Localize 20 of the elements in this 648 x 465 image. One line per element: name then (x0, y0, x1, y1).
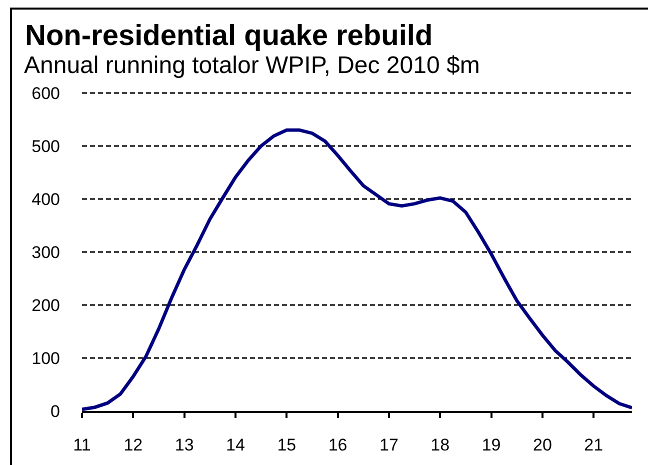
y-tick-label: 600 (32, 84, 60, 103)
y-tick-label: 500 (32, 136, 60, 156)
x-tick-label: 16 (328, 435, 348, 454)
y-tick-label: 400 (32, 190, 60, 209)
chart-title: Non-residential quake rebuild (25, 20, 433, 52)
x-tick-label: 21 (584, 435, 604, 454)
x-tick-label: 13 (174, 435, 194, 454)
x-tick-label: 18 (430, 435, 450, 454)
chart-subtitle: Annual running totalor WPIP, Dec 2010 $m (24, 52, 480, 79)
x-tick-label: 11 (73, 435, 91, 454)
y-tick-label: 300 (32, 242, 60, 262)
y-tick-label: 100 (32, 348, 60, 368)
x-tick-label: 20 (533, 435, 552, 454)
x-tick-label: 12 (124, 435, 143, 454)
x-tick-label: 15 (277, 435, 296, 454)
y-tick-label: 200 (32, 296, 60, 315)
x-tick-label: 17 (380, 435, 398, 454)
y-tick-label: 0 (50, 402, 60, 421)
x-tick-label: 14 (226, 435, 245, 454)
x-tick-label: 19 (482, 435, 501, 454)
